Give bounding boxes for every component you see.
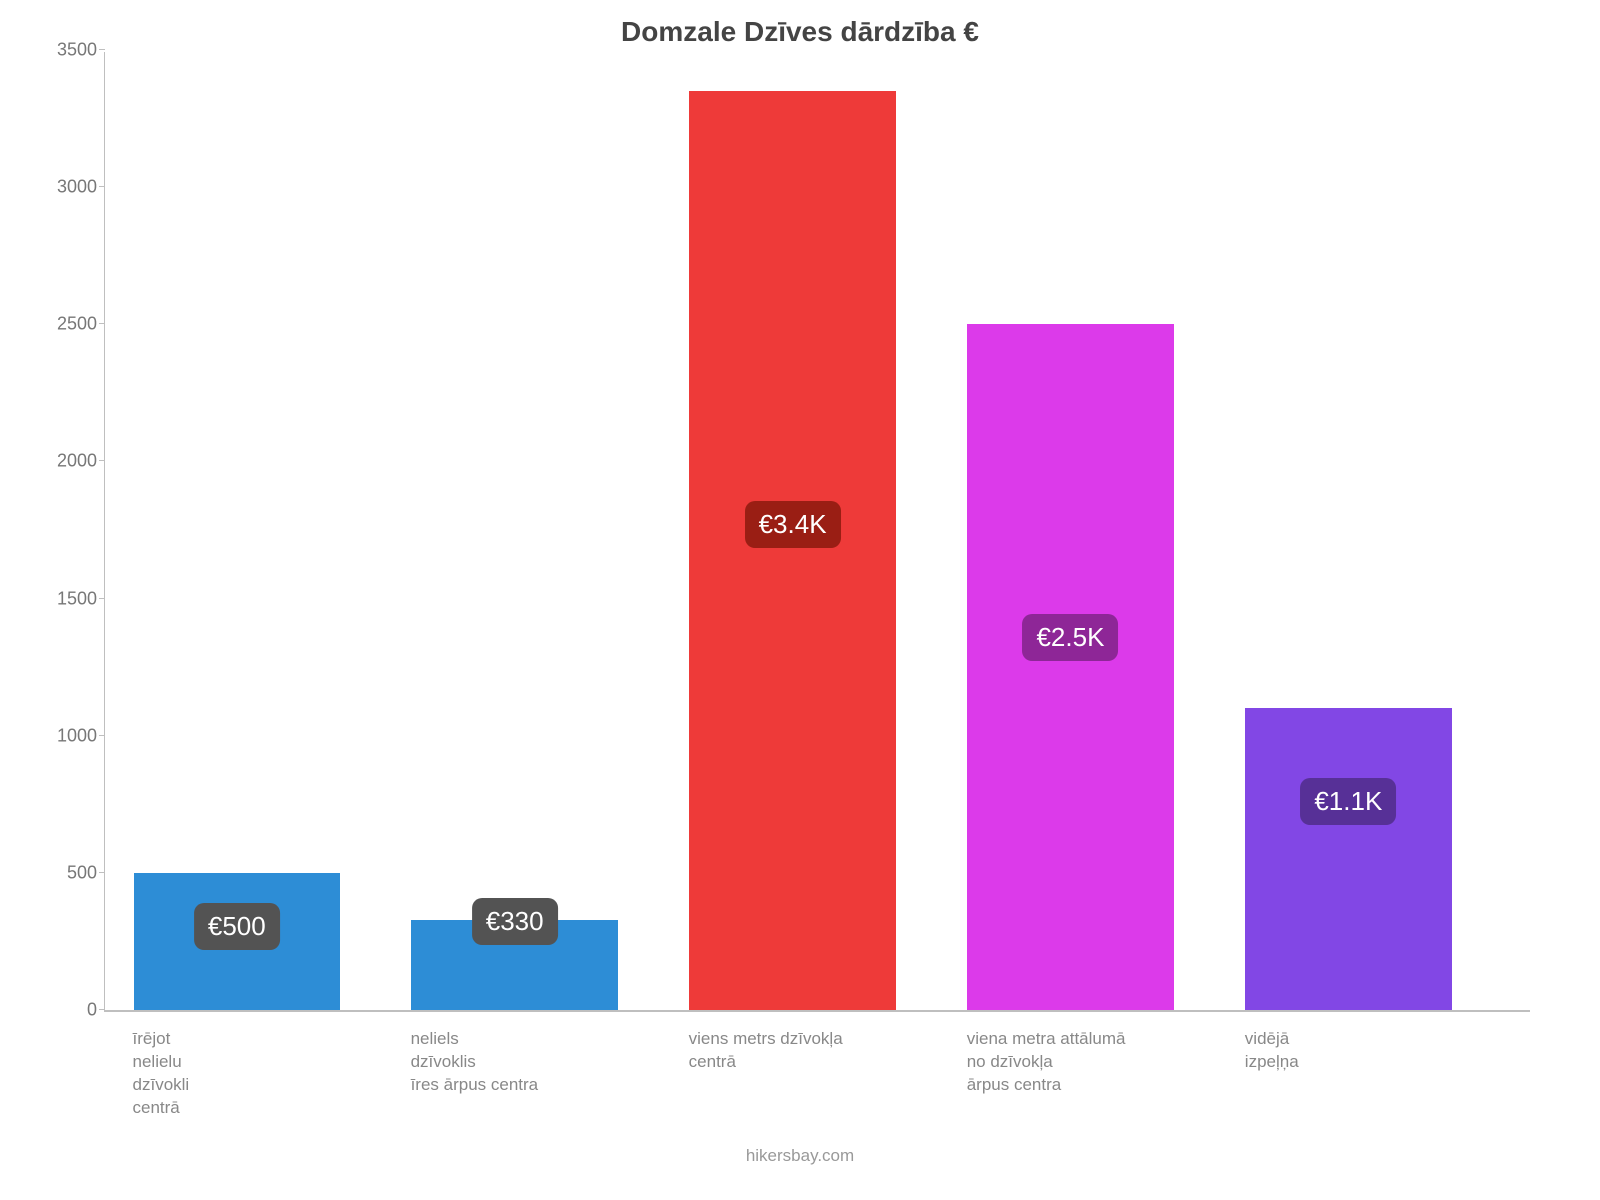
chart-footer: hikersbay.com <box>40 1146 1560 1166</box>
bar: €330 <box>411 920 618 1011</box>
y-tick-label: 2000 <box>41 451 97 472</box>
chart-title: Domzale Dzīves dārdzība € <box>40 16 1560 48</box>
value-badge: €500 <box>194 903 280 950</box>
value-badge-text: €1.1K <box>1300 778 1396 825</box>
value-badge-text: €500 <box>194 903 280 950</box>
y-tick-label: 1000 <box>41 725 97 746</box>
chart-container: Domzale Dzīves dārdzība € €500€330€3.4K€… <box>0 0 1600 1200</box>
y-tick-label: 3000 <box>41 177 97 198</box>
y-tick-mark <box>99 186 105 187</box>
y-tick-mark <box>99 323 105 324</box>
bar: €1.1K <box>1245 708 1452 1010</box>
bars-layer: €500 €330 €3.4K €2.5K €1.1K <box>105 52 1530 1010</box>
x-axis-labels: īrējot nelielu dzīvokli centrāneliels dz… <box>104 1012 1530 1142</box>
value-badge: €3.4K <box>745 501 841 548</box>
y-tick-mark <box>99 735 105 736</box>
value-badge-text: €3.4K <box>745 501 841 548</box>
bar: €500 <box>134 873 341 1010</box>
value-badge: €330 <box>472 898 558 945</box>
value-badge-text: €330 <box>472 898 558 945</box>
bar: €3.4K <box>689 91 896 1010</box>
x-tick-label: vidējā izpeļņa <box>1245 1028 1523 1074</box>
value-badge: €2.5K <box>1022 614 1118 661</box>
y-tick-label: 3500 <box>41 40 97 61</box>
bar: €2.5K <box>967 324 1174 1010</box>
y-tick-mark <box>99 598 105 599</box>
y-tick-mark <box>99 1009 105 1010</box>
value-badge: €1.1K <box>1300 778 1396 825</box>
y-tick-mark <box>99 872 105 873</box>
x-tick-label: īrējot nelielu dzīvokli centrā <box>133 1028 411 1120</box>
y-tick-label: 500 <box>41 862 97 883</box>
y-tick-label: 0 <box>41 1000 97 1021</box>
y-tick-label: 2500 <box>41 314 97 335</box>
x-tick-label: neliels dzīvoklis īres ārpus centra <box>411 1028 689 1097</box>
value-badge-text: €2.5K <box>1022 614 1118 661</box>
plot-area: €500€330€3.4K€2.5K€1.1K 0500100015002000… <box>104 52 1530 1012</box>
y-tick-mark <box>99 49 105 50</box>
y-tick-mark <box>99 460 105 461</box>
x-tick-label: viena metra attālumā no dzīvokļa ārpus c… <box>967 1028 1245 1097</box>
y-tick-label: 1500 <box>41 588 97 609</box>
x-tick-label: viens metrs dzīvokļa centrā <box>689 1028 967 1074</box>
